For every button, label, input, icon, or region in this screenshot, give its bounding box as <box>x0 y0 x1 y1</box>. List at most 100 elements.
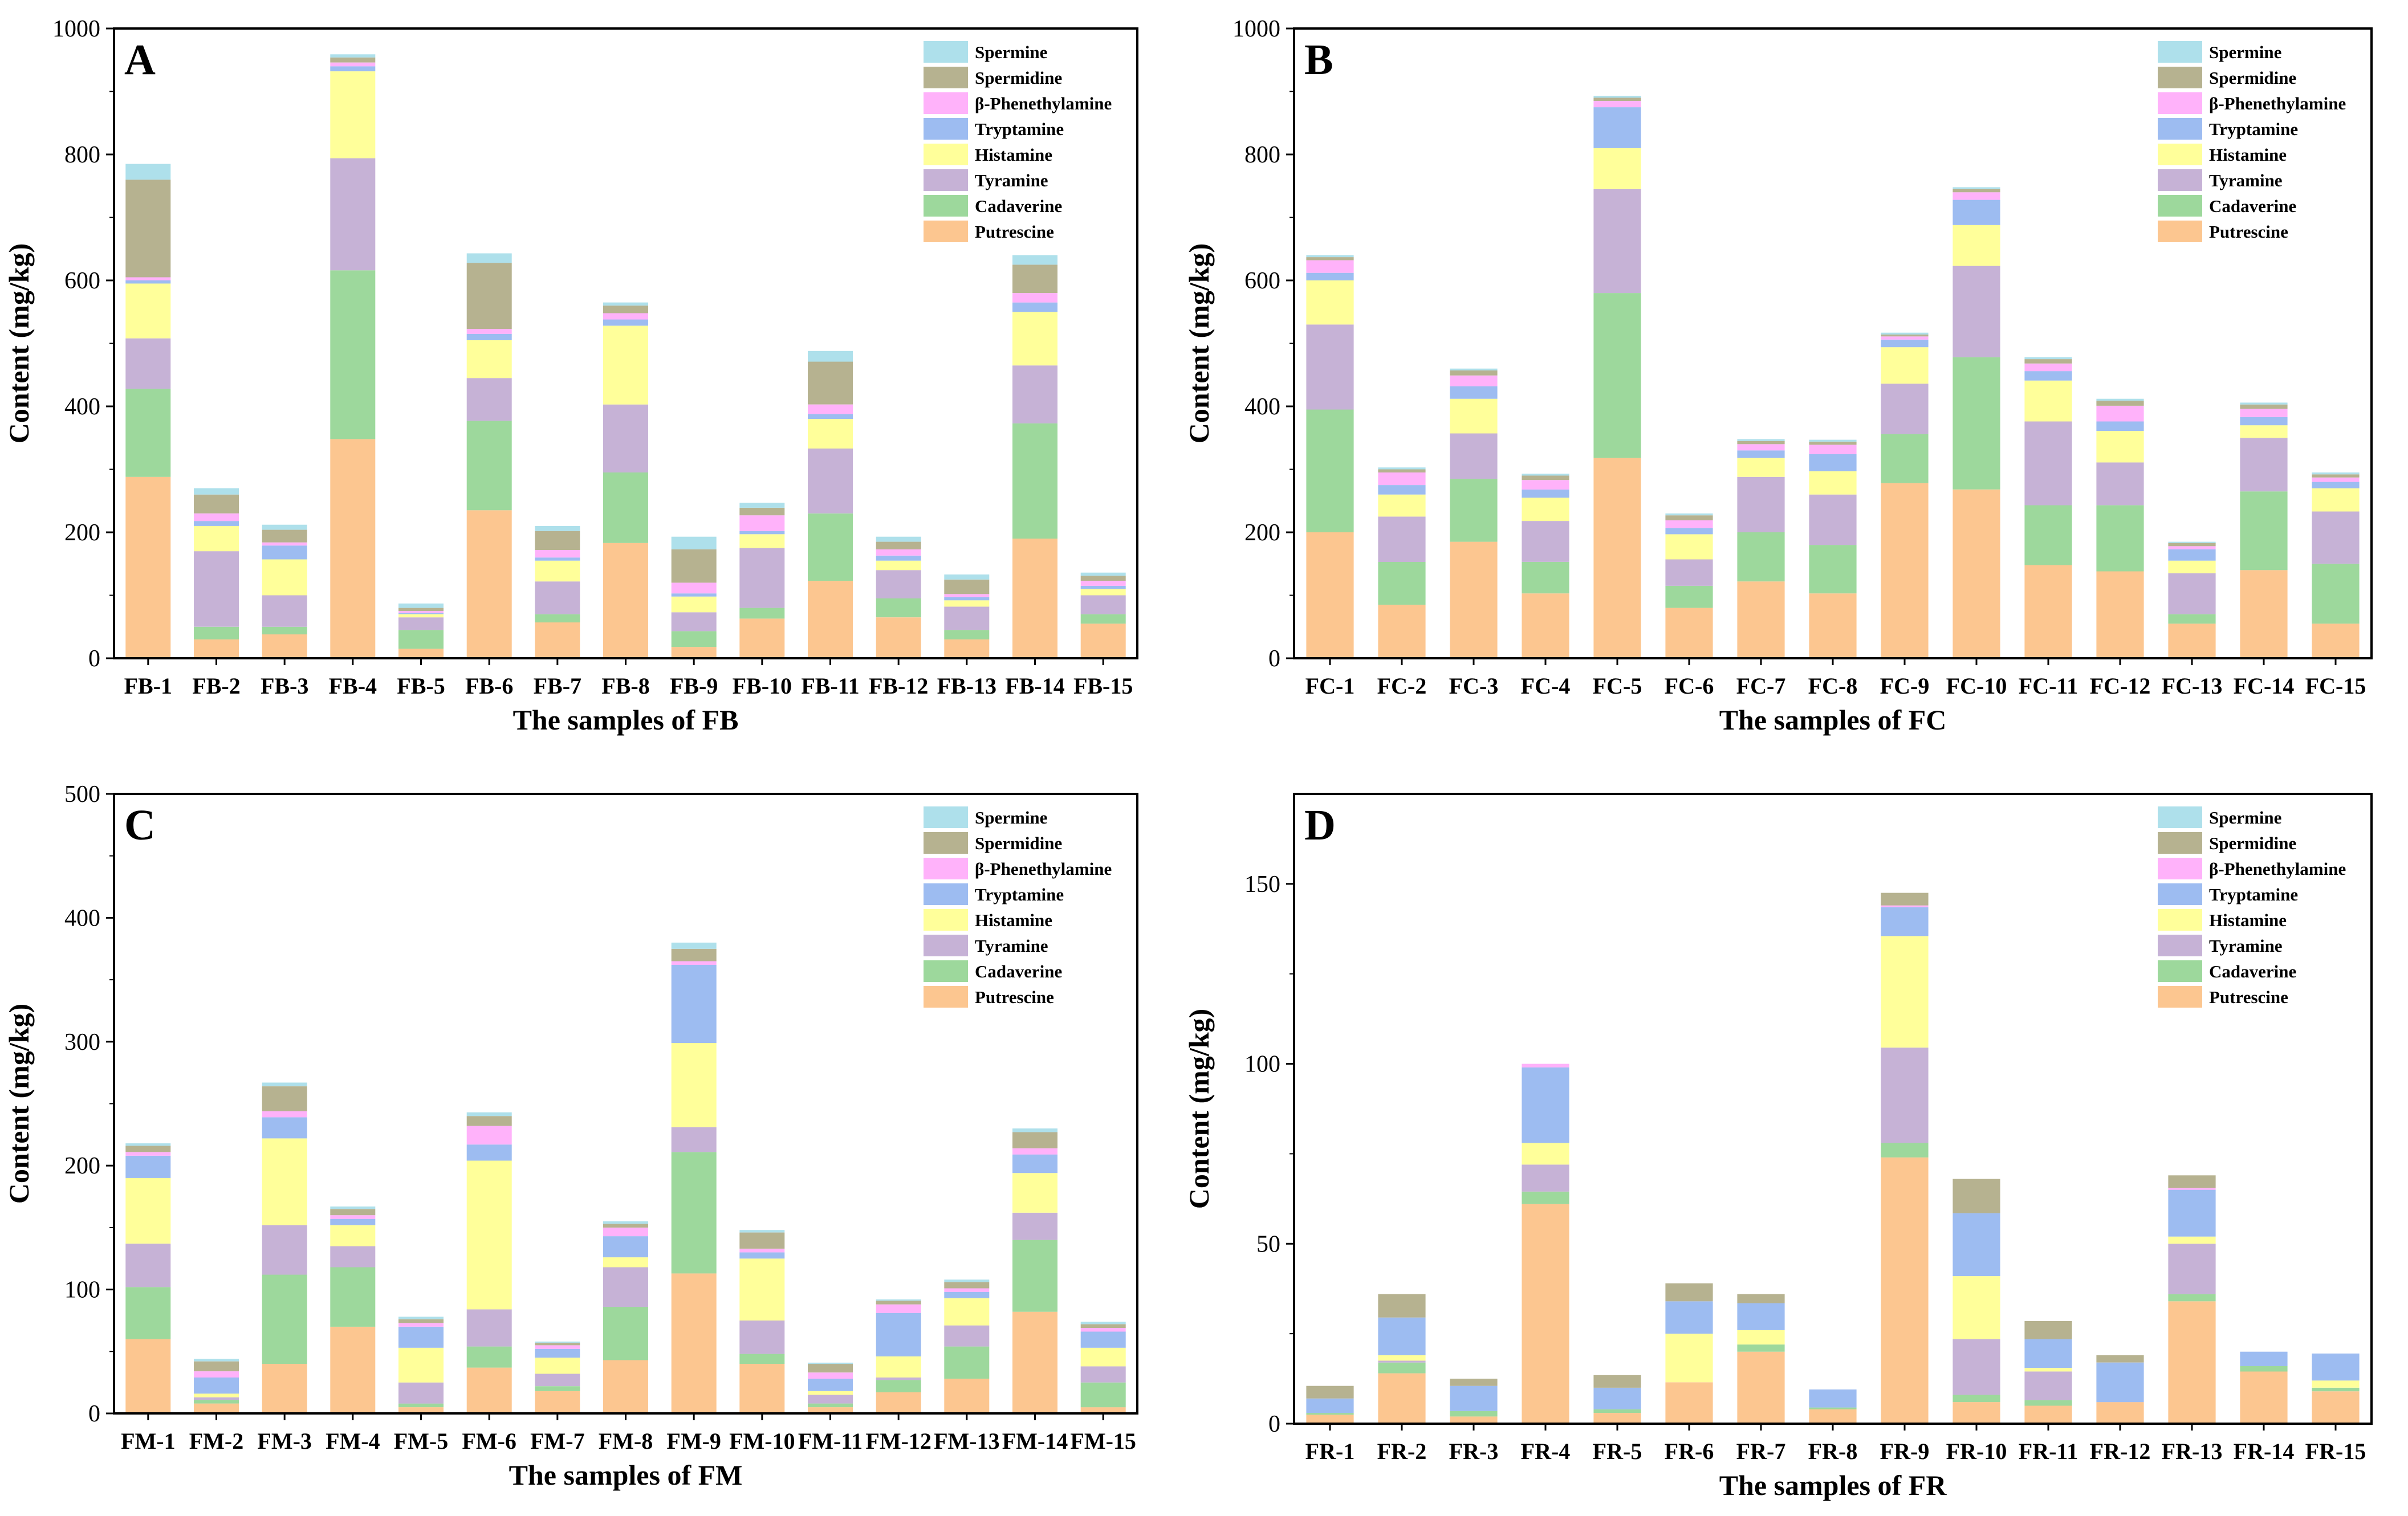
bar-fc-6-histamine <box>1665 534 1713 560</box>
bar-fb-12-spermidine <box>876 541 921 549</box>
panel-letter: C <box>124 801 156 849</box>
bar-fc-13-beta-phenethylamine <box>2168 546 2216 549</box>
bar-fr-9-histamine <box>1881 936 1929 1048</box>
legend-swatch-spermine <box>924 41 968 63</box>
legend-label-histamine: Histamine <box>2209 910 2287 930</box>
legend-label-beta-phenethylamine: β-Phenethylamine <box>975 859 1112 879</box>
bar-fc-3-tryptamine <box>1450 386 1498 399</box>
bar-fb-14-tyramine <box>1012 365 1057 423</box>
bar-fc-2-spermidine <box>1378 469 1426 472</box>
bar-fc-12-tryptamine <box>2096 421 2144 431</box>
x-tick-label: FM-5 <box>394 1428 449 1454</box>
x-tick-label: FM-15 <box>1070 1428 1136 1454</box>
legend-swatch-tyramine <box>2158 169 2202 191</box>
bar-fr-13-spermidine <box>2168 1175 2216 1188</box>
bar-fb-13-cadaverine <box>944 630 990 639</box>
bar-fm-13-spermidine <box>944 1282 990 1289</box>
bar-fc-12-histamine <box>2096 431 2144 463</box>
bar-fm-15-putrescine <box>1080 1407 1126 1413</box>
bar-fc-15-cadaverine <box>2312 564 2360 624</box>
x-tick-label: FC-4 <box>1521 673 1571 699</box>
legend-label-tryptamine: Tryptamine <box>2209 119 2298 139</box>
x-tick-label: FB-3 <box>261 673 308 699</box>
legend-swatch-spermidine <box>2158 832 2202 854</box>
bar-fm-7-putrescine <box>535 1391 580 1413</box>
x-tick-label: FM-8 <box>599 1428 653 1454</box>
bar-fb-1-tyramine <box>125 338 171 389</box>
bar-fr-7-putrescine <box>1737 1351 1785 1424</box>
legend-label-putrescine: Putrescine <box>975 987 1054 1007</box>
bar-fr-2-tryptamine <box>1378 1317 1426 1355</box>
bar-fm-4-cadaverine <box>330 1267 376 1327</box>
bar-fb-1-spermidine <box>125 180 171 278</box>
bar-fc-9-spermine <box>1881 332 1929 335</box>
bar-fc-5-spermidine <box>1593 97 1641 101</box>
bar-fb-3-spermidine <box>262 529 307 543</box>
bar-fb-4-tryptamine <box>330 66 376 72</box>
bar-fc-14-spermidine <box>2240 404 2288 409</box>
bar-fc-12-putrescine <box>2096 571 2144 658</box>
bar-fm-6-histamine <box>466 1160 512 1310</box>
bar-fr-2-tyramine <box>1378 1360 1426 1363</box>
x-tick-label: FR-9 <box>1880 1438 1930 1464</box>
y-tick-label: 800 <box>1244 142 1280 168</box>
bar-fc-8-histamine <box>1809 471 1857 495</box>
bar-fm-3-histamine <box>262 1138 307 1225</box>
bar-fm-9-spermidine <box>671 948 717 961</box>
x-tick-label: FR-15 <box>2305 1438 2366 1464</box>
x-tick-label: FC-1 <box>1305 673 1355 699</box>
bar-fc-2-putrescine <box>1378 605 1426 658</box>
bar-fr-11-histamine <box>2024 1368 2072 1372</box>
legend-label-spermine: Spermine <box>975 42 1047 62</box>
x-tick-label: FR-1 <box>1305 1438 1355 1464</box>
bar-fb-8-putrescine <box>603 543 648 658</box>
bar-fm-2-tryptamine <box>194 1378 239 1394</box>
y-tick-label: 800 <box>64 142 100 168</box>
bar-fr-11-tryptamine <box>2024 1339 2072 1368</box>
x-tick-label: FC-2 <box>1377 673 1427 699</box>
bar-fm-8-cadaverine <box>603 1307 648 1360</box>
bar-fb-6-putrescine <box>466 510 512 658</box>
bar-fm-1-tyramine <box>125 1244 171 1287</box>
bar-fb-5-beta-phenethylamine <box>398 611 444 613</box>
x-tick-label: FM-4 <box>326 1428 380 1454</box>
bar-fm-15-spermine <box>1080 1322 1126 1325</box>
bar-fc-6-putrescine <box>1665 608 1713 658</box>
bar-fb-5-spermidine <box>398 608 444 612</box>
bar-fm-13-spermine <box>944 1279 990 1282</box>
bar-fm-12-beta-phenethylamine <box>876 1304 921 1313</box>
bar-fm-9-cadaverine <box>671 1152 717 1274</box>
y-axis-label: Content (mg/kg) <box>1183 1009 1215 1209</box>
legend-swatch-spermidine <box>924 67 968 88</box>
bar-fb-10-histamine <box>739 534 785 548</box>
bar-fb-5-tyramine <box>398 617 444 630</box>
x-tick-label: FM-3 <box>257 1428 312 1454</box>
bar-fm-12-cadaverine <box>876 1380 921 1392</box>
bar-fc-7-beta-phenethylamine <box>1737 444 1785 451</box>
bar-fm-6-spermine <box>466 1112 512 1116</box>
bar-fm-1-putrescine <box>125 1339 171 1413</box>
bar-fb-4-spermidine <box>330 57 376 63</box>
legend-label-tyramine: Tyramine <box>2209 936 2283 956</box>
bar-fc-14-histamine <box>2240 425 2288 438</box>
legend-label-putrescine: Putrescine <box>975 222 1054 242</box>
x-tick-label: FB-9 <box>670 673 718 699</box>
legend-swatch-beta-phenethylamine <box>924 858 968 879</box>
bar-fr-10-cadaverine <box>1953 1395 2000 1403</box>
bar-fm-11-tyramine <box>808 1395 853 1404</box>
bar-fm-4-tryptamine <box>330 1218 376 1225</box>
bar-fb-9-spermine <box>671 536 717 549</box>
bar-fr-10-putrescine <box>1953 1402 2000 1424</box>
bar-fc-7-histamine <box>1737 458 1785 477</box>
bar-fm-1-histamine <box>125 1177 171 1244</box>
bar-fr-9-tryptamine <box>1881 907 1929 936</box>
x-tick-label: FC-9 <box>1880 673 1930 699</box>
bar-fc-7-putrescine <box>1737 581 1785 658</box>
bar-fr-14-cadaverine <box>2240 1366 2288 1372</box>
bar-fc-6-cadaverine <box>1665 585 1713 608</box>
y-tick-label: 150 <box>1244 871 1280 898</box>
bar-fm-9-tryptamine <box>671 965 717 1043</box>
legend-swatch-histamine <box>924 144 968 165</box>
bar-fr-8-putrescine <box>1809 1409 1857 1424</box>
bar-fb-11-beta-phenethylamine <box>808 404 853 414</box>
